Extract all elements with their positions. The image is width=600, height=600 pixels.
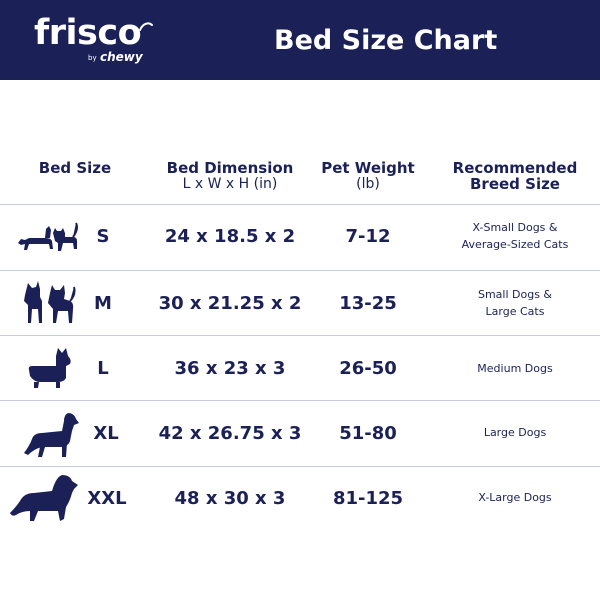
logo-chewy: chewy: [100, 50, 143, 64]
column-header-bed-dimension-label: Bed Dimension: [166, 159, 294, 177]
bed-size-s: S: [96, 226, 110, 247]
column-header-breed-size: Recommended Breed Size: [440, 160, 590, 192]
breed-size-m: Small Dogs & Large Cats: [440, 286, 590, 320]
bed-dimension-m: 30 x 21.25 x 2: [158, 293, 302, 314]
bed-dimension-s: 24 x 18.5 x 2: [164, 226, 296, 247]
column-header-bed-size-label: Bed Size: [38, 159, 112, 177]
breed-size-xl: Large Dogs: [440, 424, 590, 441]
bed-size-m: M: [94, 293, 112, 314]
bed-size-xl: XL: [93, 423, 119, 444]
table-row-l: L 36 x 23 x 3 26-50 Medium Dogs: [0, 336, 600, 400]
breed-size-xl-line1: Large Dogs: [483, 426, 547, 439]
column-header-bed-dimension-unit: L x W x H (in): [182, 176, 278, 192]
logo-byline: by: [88, 54, 97, 62]
pet-weight-l: 26-50: [339, 358, 397, 379]
breed-size-s-line1: X-Small Dogs &: [472, 221, 558, 234]
pet-weight-xl: 51-80: [339, 423, 397, 444]
header-bar: frisco by chewy Bed Size Chart: [0, 0, 600, 80]
divider: [0, 400, 600, 401]
dachshund-and-cat-icon: [15, 219, 81, 259]
breed-size-l: Medium Dogs: [440, 360, 590, 377]
retriever-icon: [22, 409, 80, 459]
page-title: Bed Size Chart: [274, 25, 498, 56]
corgi-icon: [26, 348, 74, 390]
pet-weight-m: 13-25: [339, 293, 397, 314]
bed-dimension-l: 36 x 23 x 3: [174, 358, 286, 379]
table-row-xxl: XXL 48 x 30 x 3 81-125 X-Large Dogs: [0, 467, 600, 531]
bed-dimension-xxl: 48 x 30 x 3: [174, 488, 286, 509]
table-row-m: M 30 x 21.25 x 2 13-25 Small Dogs & Larg…: [0, 271, 600, 335]
breed-size-s-line2: Average-Sized Cats: [461, 238, 569, 251]
pet-weight-s: 7-12: [345, 226, 391, 247]
breed-size-xxl-line1: X-Large Dogs: [478, 491, 552, 504]
pet-weight-xxl: 81-125: [332, 488, 404, 509]
column-header-pet-weight-unit: (lb): [356, 176, 380, 192]
breed-size-m-line2: Large Cats: [485, 305, 545, 318]
breed-size-m-line1: Small Dogs &: [477, 288, 553, 301]
large-fluffy-dog-icon: [8, 473, 82, 525]
divider: [0, 466, 600, 467]
bed-size-xxl: XXL: [87, 488, 127, 509]
small-dog-and-cat-icon: [20, 279, 76, 329]
logo-swoosh-icon: [139, 22, 153, 31]
logo-wordmark: frisco: [34, 13, 142, 53]
table-row-xl: XL 42 x 26.75 x 3 51-80 Large Dogs: [0, 401, 600, 465]
column-header-pet-weight-label: Pet Weight: [321, 159, 415, 177]
breed-size-s: X-Small Dogs & Average-Sized Cats: [440, 219, 590, 253]
column-header-pet-weight: Pet Weight (lb): [318, 160, 418, 192]
column-header-bed-size: Bed Size: [30, 160, 120, 176]
divider: [0, 204, 600, 205]
bed-dimension-xl: 42 x 26.75 x 3: [158, 423, 302, 444]
breed-size-xxl: X-Large Dogs: [440, 489, 590, 506]
frisco-logo: frisco by chewy: [34, 12, 164, 72]
column-header-bed-dimension: Bed Dimension L x W x H (in): [150, 160, 310, 192]
divider: [0, 270, 600, 271]
table-row-s: S 24 x 18.5 x 2 7-12 X-Small Dogs & Aver…: [0, 205, 600, 269]
breed-size-l-line1: Medium Dogs: [477, 362, 553, 375]
bed-size-l: L: [97, 358, 109, 379]
divider: [0, 335, 600, 336]
column-header-breed-line1: Recommended: [452, 159, 578, 177]
column-header-breed-line2: Breed Size: [470, 175, 560, 193]
